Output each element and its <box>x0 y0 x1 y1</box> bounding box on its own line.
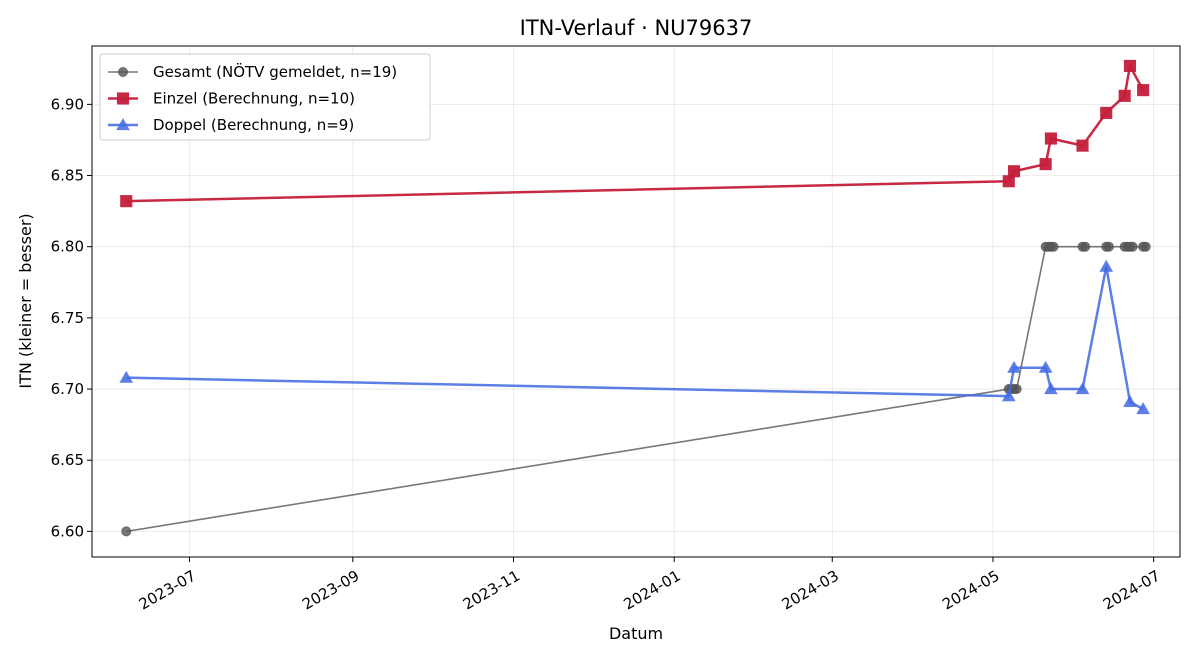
y-tick-label: 6.75 <box>51 309 84 327</box>
data-point <box>1002 175 1015 188</box>
y-tick-label: 6.85 <box>51 167 84 185</box>
legend-marker <box>116 118 130 131</box>
data-point <box>1136 402 1150 415</box>
x-tick-label: 2023-11 <box>460 567 523 614</box>
data-point <box>1048 241 1059 252</box>
legend-marker <box>118 67 128 77</box>
data-point <box>1007 165 1021 178</box>
data-point <box>1075 382 1090 395</box>
legend-label: Gesamt (NÖTV gemeldet, n=19) <box>153 62 397 81</box>
y-axis-label: ITN (kleiner = besser) <box>16 213 35 388</box>
data-point <box>1123 59 1136 72</box>
y-tick-label: 6.65 <box>51 451 84 469</box>
x-tick-label: 2023-09 <box>299 567 362 614</box>
series-line <box>126 265 1144 411</box>
data-point <box>1044 132 1057 145</box>
data-point <box>120 195 133 208</box>
x-tick-label: 2024-07 <box>1100 567 1163 614</box>
y-tick-label: 6.60 <box>51 522 84 540</box>
data-point <box>1123 395 1137 407</box>
plot-area-frame <box>91 45 1181 558</box>
data-point <box>1100 106 1113 119</box>
legend-item: Einzel (Berechnung, n=10) <box>108 90 355 108</box>
axis-ticks: 6.60 6.65 6.70 6.75 6.80 6.85 6.90 2023-07 2023-… <box>51 95 1164 613</box>
series-doppel <box>119 259 1150 415</box>
x-tick-label: 2023-07 <box>136 567 199 614</box>
data-point <box>1127 241 1138 252</box>
data-point <box>1137 84 1150 97</box>
legend-box <box>99 53 431 141</box>
data-point <box>121 526 132 537</box>
data-point <box>119 370 134 383</box>
data-point <box>1099 259 1114 272</box>
legend-label: Doppel (Berechnung, n=9) <box>153 116 354 134</box>
x-tick-label: 2024-03 <box>779 567 842 614</box>
data-point <box>1011 384 1022 395</box>
series-einzel <box>120 59 1150 208</box>
data-point <box>1044 382 1058 395</box>
legend-label: Einzel (Berechnung, n=10) <box>153 90 355 108</box>
data-point <box>1001 389 1016 402</box>
legend-marker <box>116 92 130 105</box>
data-point <box>1103 241 1114 252</box>
legend: Gesamt (NÖTV gemeldet, n=19) Einzel (Bere… <box>99 53 431 141</box>
series-group <box>119 59 1151 537</box>
y-tick-label: 6.90 <box>51 95 84 113</box>
data-point <box>1038 360 1053 373</box>
data-point <box>1039 158 1052 171</box>
legend-item: Doppel (Berechnung, n=9) <box>108 116 354 134</box>
y-tick-label: 6.80 <box>51 238 84 256</box>
data-point <box>1118 89 1131 102</box>
x-axis-label: Datum <box>609 624 663 643</box>
legend-item: Gesamt (NÖTV gemeldet, n=19) <box>108 62 397 81</box>
x-tick-label: 2024-05 <box>939 567 1002 614</box>
grid-lines <box>92 46 1180 557</box>
chart-title: ITN-Verlauf · NU79637 <box>520 16 753 40</box>
data-point <box>1080 241 1091 252</box>
series-gesamt <box>121 241 1151 537</box>
y-tick-label: 6.70 <box>51 380 84 398</box>
data-point <box>1076 139 1089 152</box>
x-tick-label: 2024-01 <box>621 567 684 614</box>
data-point <box>1007 360 1021 373</box>
data-point <box>1140 241 1151 252</box>
